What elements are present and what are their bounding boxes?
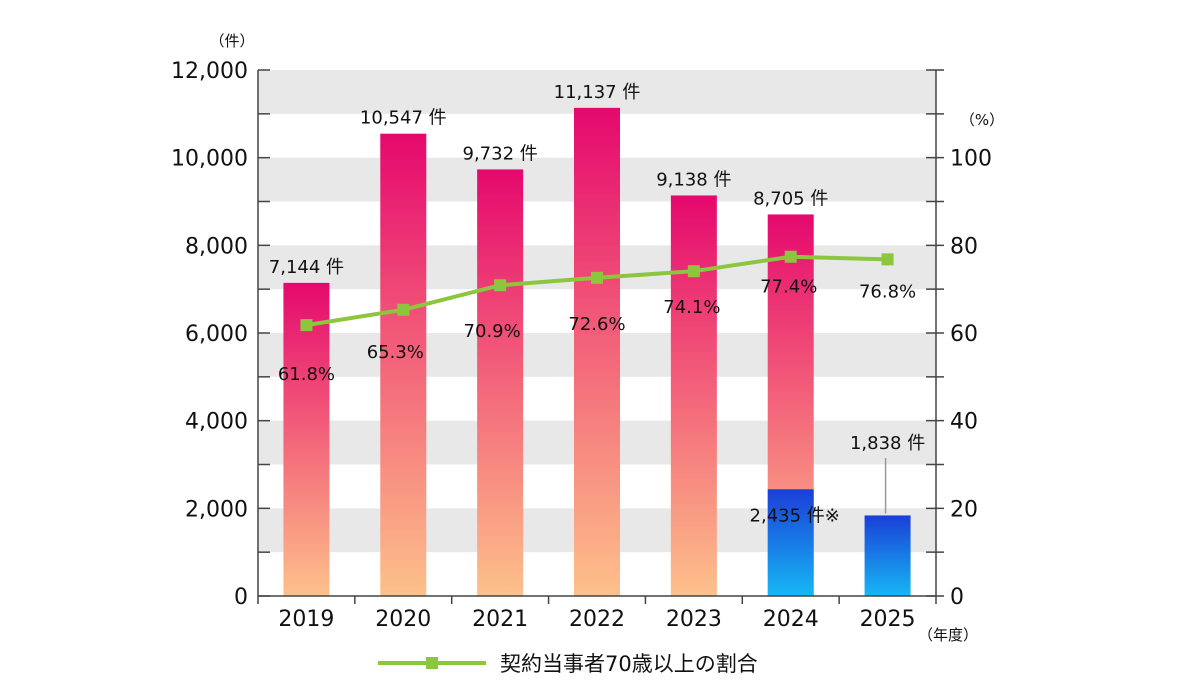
- right-tick-label: 60: [950, 322, 978, 347]
- ratio-marker-2022: [591, 271, 603, 284]
- right-axis-unit: （%）: [960, 111, 1004, 129]
- bar-label-2024: 8,705 件: [753, 188, 828, 209]
- x-tick-label: 2024: [763, 607, 819, 632]
- right-tick-label: 20: [950, 497, 978, 522]
- legend-label: 契約当事者70歳以上の割合: [500, 652, 758, 676]
- x-axis-unit: （年度）: [918, 626, 978, 644]
- grid-band: [258, 70, 936, 114]
- left-tick-label: 4,000: [185, 410, 248, 435]
- bar-label-2021: 9,732 件: [463, 143, 538, 164]
- x-tick-label: 2022: [569, 607, 625, 632]
- x-tick-label: 2020: [375, 607, 431, 632]
- tick-labels: 0 2,000 4,000 6,000 8,000 10,000 12,000 0 20 40 60…: [171, 59, 992, 632]
- left-tick-label: 2,000: [185, 497, 248, 522]
- ratio-marker-2021: [494, 279, 507, 292]
- bars: [283, 107, 911, 597]
- ratio-marker-2023: [687, 265, 700, 278]
- pct-label-2023: 74.1%: [663, 297, 720, 318]
- left-tick-label: 8,000: [185, 234, 248, 259]
- ratio-marker-2019: [300, 319, 313, 332]
- pct-label-2021: 70.9%: [464, 321, 521, 342]
- bar-label-blue-2025: 1,838 件: [850, 433, 925, 454]
- x-tick-label: 2019: [278, 607, 334, 632]
- bar-2022: [574, 107, 620, 597]
- right-tick-label: 80: [950, 234, 978, 259]
- x-tick-label: 2023: [666, 607, 722, 632]
- bar-2023: [670, 195, 717, 597]
- x-tick-label: 2025: [860, 607, 916, 632]
- axes: [257, 69, 944, 604]
- pct-label-2022: 72.6%: [568, 314, 625, 335]
- bar-label-2023: 9,138 件: [656, 169, 731, 190]
- bar-label-2020: 10,547 件: [360, 108, 447, 129]
- left-tick-label: 6,000: [185, 322, 248, 347]
- bar-label-2022: 11,137 件: [554, 82, 641, 103]
- legend: 契約当事者70歳以上の割合: [378, 648, 758, 678]
- bar-2021: [477, 169, 524, 596]
- left-axis-unit: （件）: [209, 32, 254, 50]
- ratio-line: [300, 250, 894, 332]
- right-tick-label: 40: [950, 410, 978, 435]
- left-tick-label: 10,000: [171, 147, 248, 172]
- bar-blue-2024: [767, 489, 814, 596]
- left-tick-label: 12,000: [171, 59, 248, 84]
- legend-line-marker-icon: [378, 652, 486, 674]
- bar-label-2019: 7,144 件: [269, 257, 344, 278]
- bar-2019: [283, 282, 330, 596]
- pct-label-2025: 76.8%: [859, 281, 916, 302]
- ratio-marker-2020: [397, 303, 410, 316]
- pct-label-2024: 77.4%: [760, 277, 817, 298]
- bar-label-blue-2024: 2,435 件※: [750, 505, 840, 526]
- pct-label-2019: 61.8%: [278, 364, 335, 385]
- ratio-marker-2024: [784, 250, 797, 263]
- data-labels: 7,144 件 10,547 件 9,732 件 11,137 件 9,138 件 8,7…: [269, 82, 925, 526]
- bar-blue-2025: [864, 515, 911, 596]
- ratio-marker-2025: [881, 253, 894, 266]
- right-tick-label: 0: [950, 585, 964, 610]
- right-tick-label: 100: [950, 147, 992, 172]
- x-tick-label: 2021: [472, 607, 528, 632]
- bar-2020: [380, 133, 427, 597]
- pct-label-2020: 65.3%: [367, 342, 424, 363]
- left-tick-label: 0: [234, 585, 248, 610]
